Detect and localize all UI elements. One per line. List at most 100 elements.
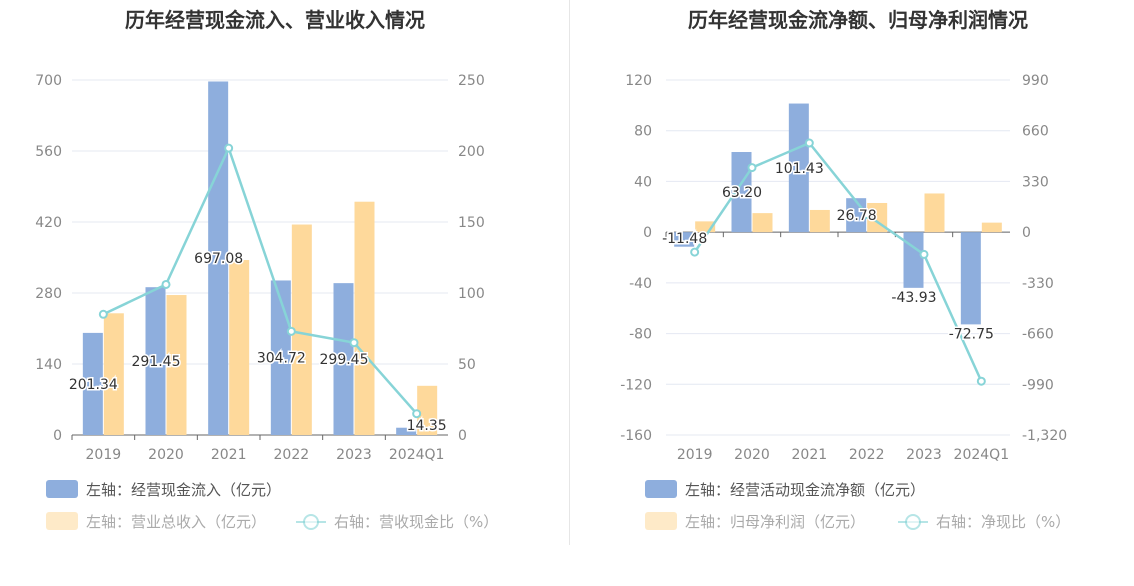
bar-data-label: 63.20 [722,185,762,201]
left-axis-tick-label: 420 [35,215,62,231]
ratio-point [862,209,872,219]
legend-label-series-2: 左轴：营业总收入（亿元） [86,513,266,531]
x-axis-category-label: 2024Q1 [389,447,445,463]
bar-cash-series-1 [396,427,417,435]
bar-revenue-series-2 [981,222,1002,233]
right-axis-tick-label: 50 [458,357,476,373]
right-axis-tick-label: -330 [1022,276,1054,292]
right-axis-tick-label: 0 [1022,225,1031,241]
left-axis-tick-label: 700 [35,73,62,89]
x-axis-category-label: 2021 [211,447,247,463]
legend-swatch-series-3-marker[interactable] [303,514,319,530]
right-axis-tick-label: 990 [1022,73,1049,89]
bar-cash-series-1 [903,232,924,288]
legend-swatch-series-2[interactable] [645,512,677,530]
x-axis-category-label: 2023 [906,447,942,463]
legend-swatch-series-3-marker[interactable] [905,514,921,530]
ratio-line [693,141,983,382]
bar-revenue-series-2 [354,201,375,435]
x-axis-category-label: 2023 [336,447,372,463]
left-axis-tick-label: 80 [634,124,652,140]
panel-divider [569,0,570,545]
bar-revenue-series-2 [695,221,716,233]
bar-data-label: 291.45 [132,354,181,370]
right-axis-tick-label: -1,320 [1022,428,1067,444]
right-axis-tick-label: 660 [1022,124,1049,140]
bar-revenue-series-2 [752,213,773,233]
bar-data-label: -72.75 [949,326,994,342]
bar-data-label: 304.72 [257,351,306,367]
bar-data-label: 26.78 [837,208,877,224]
bar-cash-series-1 [333,283,354,435]
x-axis-category-label: 2020 [734,447,770,463]
ratio-point [747,163,757,173]
x-axis-category-label: 2019 [86,447,122,463]
bar-cash-series-1 [82,332,103,435]
bar-revenue-series-2 [103,313,124,435]
right-axis-tick-label: 100 [458,286,485,302]
bar-cash-series-1 [788,103,809,233]
left-axis-tick-label: 0 [53,428,62,444]
right-axis-tick-label: 200 [458,144,485,160]
right-axis-tick-label: 250 [458,73,485,89]
bar-cash-series-1 [208,81,229,435]
chart-title: 历年经营现金流入、营业收入情况 [125,8,425,32]
ratio-point [804,138,814,148]
bar-cash-series-1 [960,232,981,325]
right-axis-tick-label: -660 [1022,327,1054,343]
bar-data-label: 14.35 [407,418,447,434]
legend-swatch-series-1[interactable] [645,480,677,498]
left-axis-tick-label: -80 [629,327,652,343]
bar-revenue-series-2 [417,385,438,435]
chart-title: 历年经营现金流净额、归母净利润情况 [688,8,1028,32]
legend-swatch-series-1[interactable] [46,480,78,498]
bar-data-label: -43.93 [891,290,936,306]
left-axis-tick-label: 40 [634,174,652,190]
left-axis-tick-label: 280 [35,286,62,302]
bar-data-label: -11.48 [662,231,707,247]
bar-cash-series-1 [731,152,752,233]
right-axis-tick-label: 330 [1022,174,1049,190]
ratio-point [224,143,234,153]
legend-label-series-3: 右轴：营收现金比（%） [334,513,498,531]
ratio-line [102,144,418,415]
ratio-point [690,247,700,257]
ratio-point [976,376,986,386]
legend-label-series-2: 左轴：归母净利润（亿元） [685,513,865,531]
left-axis-tick-label: -40 [629,276,652,292]
legend-label-series-1: 左轴：经营活动现金流净额（亿元） [685,481,925,499]
x-axis-category-label: 2022 [849,447,885,463]
ratio-point [919,249,929,259]
left-axis-tick-label: 140 [35,357,62,373]
ratio-point [412,409,422,419]
bar-revenue-series-2 [291,224,312,435]
x-axis-category-label: 2024Q1 [954,447,1010,463]
chart-panel-2: 历年经营现金流净额、归母净利润情况 120 80 40 0 -40 -80 -120 -160 9… [620,8,1070,531]
left-axis-tick-label: 560 [35,144,62,160]
x-axis-category-label: 2022 [274,447,310,463]
right-axis-tick-label: 150 [458,215,485,231]
x-axis-category-label: 2020 [148,447,184,463]
bar-revenue-series-2 [166,295,187,435]
ratio-point [161,279,171,289]
legend-swatch-series-2[interactable] [46,512,78,530]
bar-cash-series-1 [145,287,166,435]
left-axis-tick-label: 0 [643,225,652,241]
bar-data-label: 201.34 [69,377,118,393]
bar-revenue-series-2 [809,209,830,233]
x-axis-category-label: 2019 [677,447,713,463]
bar-data-label: 697.08 [194,251,243,267]
left-axis-tick-label: 120 [625,73,652,89]
right-axis-tick-label: -990 [1022,377,1054,393]
left-axis-tick-label: -120 [620,377,652,393]
chart-panel-1: 历年经营现金流入、营业收入情况 700 560 420 280 140 0 250 200 150… [35,8,498,531]
ratio-point [98,309,108,319]
bar-revenue-series-2 [924,193,945,233]
x-axis-category-label: 2021 [792,447,828,463]
ratio-point [349,338,359,348]
bar-cash-series-1 [674,232,695,247]
legend-label-series-3: 右轴：净现比（%） [936,513,1070,531]
ratio-point [286,326,296,336]
